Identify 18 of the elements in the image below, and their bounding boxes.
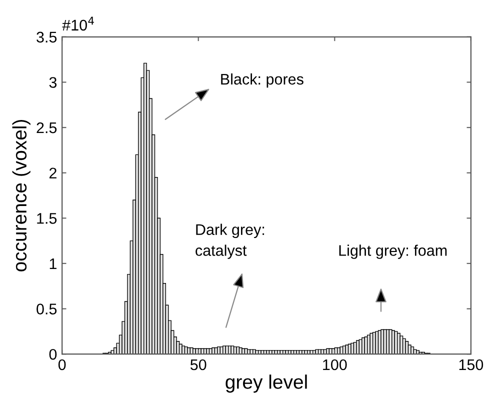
x-tick-label: 0 — [58, 359, 66, 370]
y-tick-label: 1.5 — [37, 213, 57, 224]
x-axis-title: grey level — [226, 374, 307, 393]
y-tick-label: 2 — [49, 168, 56, 178]
y-tick-label: 2.5 — [36, 122, 57, 134]
annotation: Dark grey: catalyst — [196, 224, 264, 259]
text: #10$^{4}$ — [62, 16, 94, 31]
y-tick-label: 0.5 — [36, 304, 57, 314]
x-tick-label: 50 — [190, 359, 206, 370]
y-axis-title: occurence (voxel) — [12, 120, 30, 272]
y-tick-label: 0 — [49, 348, 57, 360]
x-tick-label: 100 — [323, 359, 347, 370]
y-tick-label: 3.5 — [36, 32, 57, 43]
annotation: Light grey: foam — [339, 244, 447, 259]
x-tick-label: 150 — [459, 359, 484, 370]
y-tick-label: 1 — [50, 258, 56, 269]
annotation: Black: pores — [221, 73, 304, 88]
y-tick-label: 3 — [49, 77, 57, 88]
